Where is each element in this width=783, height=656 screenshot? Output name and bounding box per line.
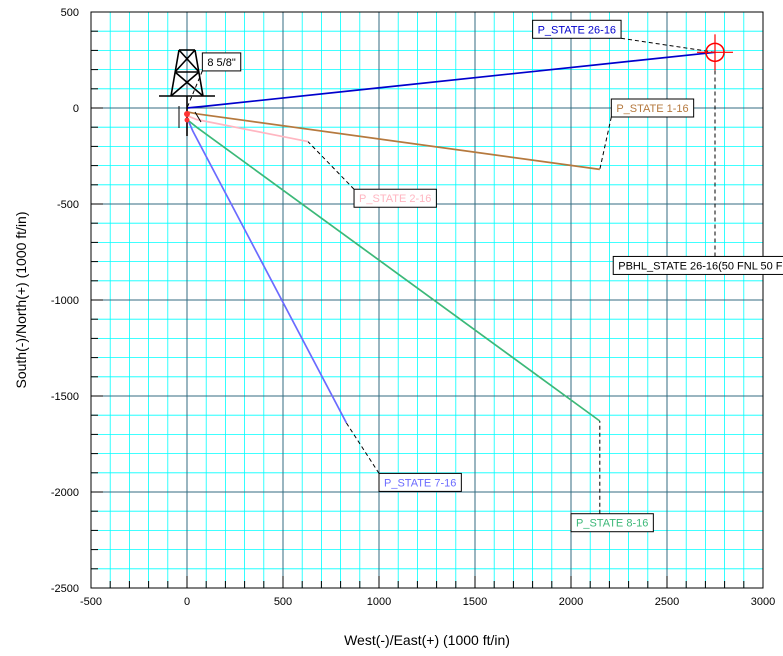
plot-frame xyxy=(90,11,764,589)
annotation-text: P_STATE 7-16 xyxy=(384,477,456,489)
y-tick-label: -1500 xyxy=(51,391,79,403)
annotation-box xyxy=(378,472,462,492)
rig-stroke xyxy=(174,71,204,97)
annotation-text: P_STATE 26-16 xyxy=(538,24,616,36)
leader-line xyxy=(599,116,612,170)
y-tick-labels: -2500 -2000 -1500 -1000 -500 0 500 xyxy=(51,7,79,595)
annotation-box xyxy=(570,513,654,533)
rig-stroke xyxy=(194,111,202,123)
x-tick-label: 1500 xyxy=(463,596,487,608)
annotation-box xyxy=(353,188,437,208)
x-tick-label: 0 xyxy=(184,596,190,608)
annotation-text: P_STATE 2-16 xyxy=(359,193,431,205)
x-tick-label: -500 xyxy=(80,596,102,608)
well-path-line xyxy=(186,51,716,109)
leader-line xyxy=(620,37,716,53)
annotation-leaders xyxy=(186,37,716,514)
annotation-label: P_STATE 26-16 xyxy=(532,19,622,39)
well-path-line xyxy=(186,118,601,422)
y-tick-label: -2000 xyxy=(51,487,79,499)
y-tick-label: -500 xyxy=(57,199,79,211)
annotation-text: 8 5/8" xyxy=(207,57,235,69)
y-tick-label: -2500 xyxy=(51,583,79,595)
x-tick-label: 2500 xyxy=(655,596,679,608)
y-tick-label: -1000 xyxy=(51,295,79,307)
x-tick-label: 2000 xyxy=(559,596,583,608)
y-tick-label: 0 xyxy=(73,103,79,115)
annotation-label: P_STATE 7-16 xyxy=(378,472,462,492)
x-tick-labels: -500 0 500 1000 1500 2000 2500 3000 xyxy=(80,596,775,608)
annotation-label: PBHL_STATE 26-16(50 FNL 50 FEL)50' TGT R… xyxy=(612,255,783,275)
drilling-rig-icon xyxy=(159,49,215,136)
rig-stroke xyxy=(178,49,200,73)
annotation-box xyxy=(612,255,783,275)
rig-stroke xyxy=(174,49,196,73)
annotation-labels: P_STATE 26-16 P_STATE 1-16 P_STATE 2-16 P_S… xyxy=(201,19,783,533)
x-tick-label: 1000 xyxy=(367,596,391,608)
axis-ticks xyxy=(90,11,764,589)
annotation-text: P_STATE 8-16 xyxy=(576,518,648,530)
x-tick-label: 3000 xyxy=(751,596,775,608)
x-tick-label: 500 xyxy=(274,596,292,608)
rig-stroke xyxy=(170,71,200,97)
surface-location-marker xyxy=(184,117,190,123)
annotation-label: P_STATE 1-16 xyxy=(610,98,695,118)
annotation-label: P_STATE 2-16 xyxy=(353,188,437,208)
annotation-box xyxy=(201,52,242,72)
annotation-label: P_STATE 8-16 xyxy=(570,513,654,533)
annotation-box xyxy=(610,98,695,118)
surface-location-marker xyxy=(184,111,190,117)
y-tick-label: 500 xyxy=(61,7,79,19)
annotation-text: P_STATE 1-16 xyxy=(616,103,688,115)
y-axis-title: South(-)/North(+) (1000 ft/in) xyxy=(13,211,29,388)
annotation-box xyxy=(532,19,622,39)
target-crosshair-icon xyxy=(697,34,733,71)
x-axis-title: West(-)/East(+) (1000 ft/in) xyxy=(344,632,510,648)
well-path-line xyxy=(186,114,309,143)
annotation-text: PBHL_STATE 26-16(50 FNL 50 FEL)50' TGT R… xyxy=(618,260,783,272)
leader-line xyxy=(345,422,380,474)
annotation-label: 8 5/8" xyxy=(201,52,242,72)
